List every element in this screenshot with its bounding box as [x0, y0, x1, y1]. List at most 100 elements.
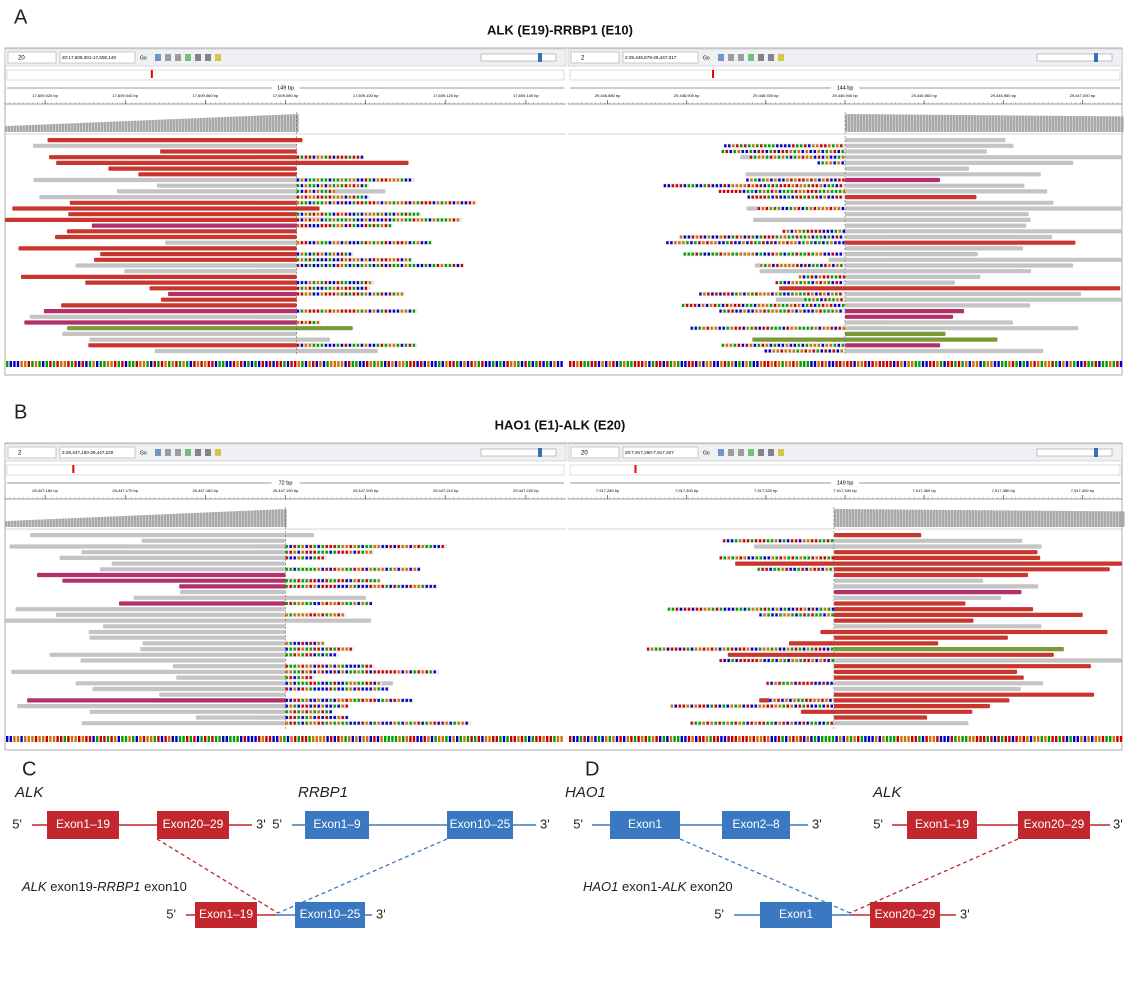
base [317, 156, 319, 159]
exon-label: Exon2–8 [732, 817, 780, 831]
base [294, 585, 296, 588]
read [89, 630, 286, 634]
base [290, 676, 292, 679]
base [699, 293, 701, 296]
base [342, 716, 344, 719]
base [354, 585, 356, 588]
base [314, 699, 316, 702]
read [62, 332, 297, 336]
base [302, 602, 304, 605]
clip-bg [776, 281, 845, 285]
coverage-bar [954, 510, 957, 527]
base [807, 293, 809, 296]
ref-base [731, 361, 733, 367]
base [362, 722, 364, 725]
ref-base [452, 736, 454, 742]
coverage-bar [999, 510, 1002, 527]
ref-base [355, 361, 357, 367]
coverage-bar [908, 115, 911, 132]
base [302, 705, 304, 708]
base [764, 144, 766, 147]
ref-base [594, 361, 596, 367]
base [426, 545, 428, 548]
base [298, 648, 300, 651]
coverage-bar [92, 517, 95, 527]
coverage-bar [155, 120, 158, 132]
ref-base [670, 361, 672, 367]
base [780, 264, 782, 267]
base [787, 659, 789, 662]
base [792, 608, 794, 611]
base [298, 716, 300, 719]
base [397, 218, 399, 221]
base [727, 190, 729, 193]
base [417, 213, 419, 216]
base [305, 156, 307, 159]
base [831, 293, 833, 296]
base [824, 608, 826, 611]
ref-base [803, 361, 805, 367]
base [716, 184, 718, 187]
ref-base [236, 736, 238, 742]
base [755, 539, 757, 542]
base [740, 144, 742, 147]
base [425, 241, 427, 244]
fusion-name-part: ALK [21, 879, 48, 894]
base [742, 150, 744, 153]
base [815, 327, 817, 330]
read [100, 252, 297, 256]
ruler-tick-label: 29,447,190 bp [273, 488, 299, 493]
ruler-tick-label: 29,446,880 bp [595, 93, 621, 98]
base [330, 716, 332, 719]
base [342, 585, 344, 588]
ruler-tick-label: 29,447,210 bp [433, 488, 459, 493]
ref-base [652, 361, 654, 367]
coverage-bar [86, 123, 89, 132]
coverage-bar [1038, 511, 1041, 527]
coverage-bar [200, 118, 203, 132]
base [743, 648, 745, 651]
base [329, 184, 331, 187]
coverage-bar [119, 516, 122, 527]
ref-base [384, 736, 386, 742]
base [731, 190, 733, 193]
coverage-bar [1082, 116, 1085, 132]
coverage-bar [74, 518, 77, 527]
ref-base [402, 361, 404, 367]
base [830, 207, 832, 210]
base [325, 281, 327, 284]
base [775, 190, 777, 193]
base [727, 705, 729, 708]
coverage-bar [137, 515, 140, 527]
base [700, 253, 702, 256]
base [310, 579, 312, 582]
ref-base [623, 361, 625, 367]
base [317, 264, 319, 267]
base [365, 196, 367, 199]
read [81, 550, 285, 554]
base [830, 682, 832, 685]
base [346, 670, 348, 673]
base [789, 350, 791, 353]
base [297, 201, 299, 204]
exon-label: Exon1–9 [313, 817, 361, 831]
base [294, 579, 296, 582]
read [845, 326, 1078, 330]
base [688, 253, 690, 256]
base [309, 258, 311, 261]
base [310, 682, 312, 685]
read [160, 149, 297, 153]
base [651, 648, 653, 651]
base [743, 327, 745, 330]
base [795, 613, 797, 616]
base [353, 179, 355, 182]
ideogram-marker [712, 70, 714, 78]
base [434, 585, 436, 588]
base [290, 579, 292, 582]
base [402, 568, 404, 571]
ref-base [535, 361, 537, 367]
base [318, 722, 320, 725]
base [824, 184, 826, 187]
base [334, 688, 336, 691]
base [325, 179, 327, 182]
